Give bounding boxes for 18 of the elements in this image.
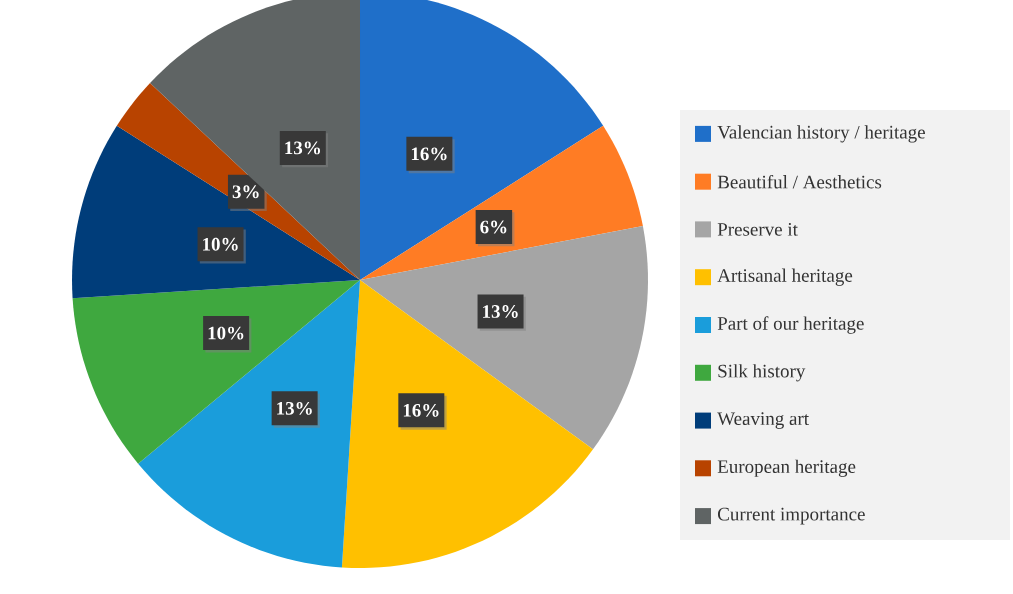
data-label: 13% — [483, 305, 518, 318]
legend-label: Artisanal heritage — [717, 268, 853, 286]
data-label: 16% — [403, 403, 439, 417]
data-label: 10% — [208, 326, 244, 340]
data-label: 13% — [285, 141, 321, 155]
data-label: 16% — [411, 147, 447, 161]
legend-label: Silk history — [718, 364, 806, 382]
legend-label: Beautiful / Aesthetics — [717, 174, 882, 189]
legend-label: Current importance — [717, 507, 865, 525]
legend-label: Weaving art — [717, 412, 809, 429]
data-label: 6% — [480, 220, 507, 234]
data-label: 10% — [203, 237, 238, 251]
legend-label: European heritage — [717, 459, 856, 477]
legend-label: Part of our heritage — [717, 316, 864, 334]
data-label: 13% — [277, 401, 312, 415]
data-label: 3% — [232, 185, 259, 199]
legend-label: Valencian history / heritage — [717, 125, 925, 143]
legend-label: Preserve it — [717, 223, 798, 236]
